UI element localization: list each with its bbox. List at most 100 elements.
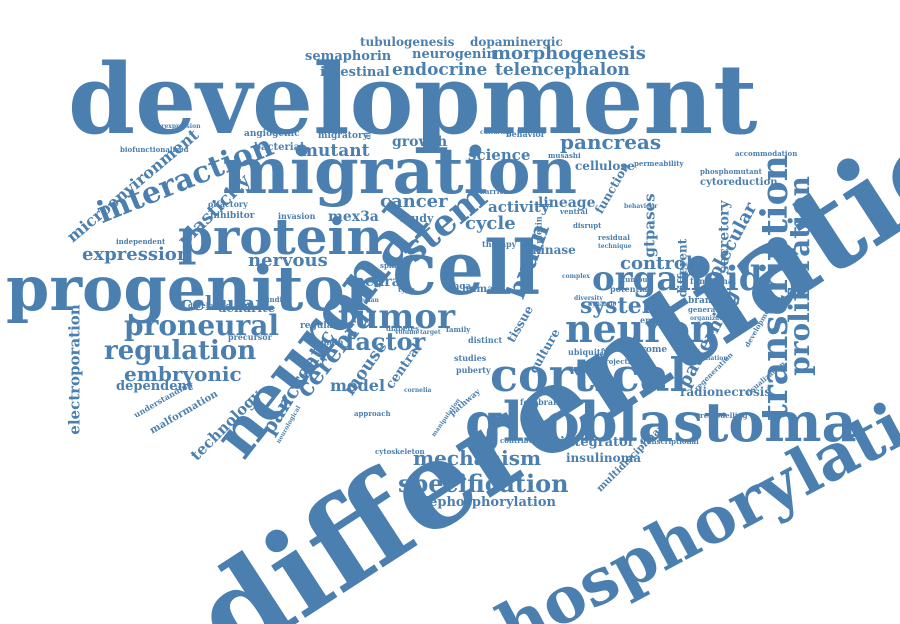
word-remodelling: remodelling xyxy=(700,411,748,420)
word-proliferation: proliferation xyxy=(782,176,816,376)
word-inhibitor: inhibitor xyxy=(210,211,255,221)
word-cell: cell xyxy=(392,226,541,312)
word-behavior: behavior xyxy=(506,129,545,139)
word-morphogenesis: morphogenesis xyxy=(492,43,646,64)
word-branching: branching xyxy=(688,296,740,306)
word-science: science xyxy=(468,146,531,164)
word-biofunctionalised: biofunctionalised xyxy=(120,145,189,154)
word-approach: approach xyxy=(354,409,391,418)
word-bacterial: bacterial xyxy=(254,142,304,153)
word-functional: functional xyxy=(690,276,737,286)
word-regulate: regulate xyxy=(300,321,343,331)
word-telencephalon: telencephalon xyxy=(495,60,630,80)
word-mex3a: mex3a xyxy=(328,209,379,225)
word-volume: volume xyxy=(395,329,420,336)
word-proneural: proneural xyxy=(124,309,280,342)
word-embryonic: embryonic xyxy=(124,362,242,386)
word-migratory: migratory xyxy=(318,131,368,141)
word-domain: domain xyxy=(310,337,344,347)
word-different: different xyxy=(675,238,690,298)
word-residual: residual xyxy=(598,233,630,242)
word-technique: technique xyxy=(598,243,632,250)
word-binding: binding xyxy=(262,295,293,304)
word-dependent: dependent xyxy=(116,379,193,394)
word-control: control xyxy=(620,253,693,274)
word-barrier: barrier xyxy=(480,187,508,196)
word-developing: developing xyxy=(188,301,231,310)
word-invasion: invasion xyxy=(278,211,316,221)
word-cellulose: cellulose xyxy=(575,159,635,173)
word-cancer: cancer xyxy=(380,191,448,212)
word-growth: growth xyxy=(392,134,448,150)
word-tumour: tumour xyxy=(622,275,652,284)
word-plexin: plexin xyxy=(533,216,544,244)
word-mechanism: mechanism xyxy=(413,446,542,470)
word-complex: complex xyxy=(562,273,590,280)
word-dimensional: dimensional xyxy=(363,91,373,140)
word-independent: independent xyxy=(116,237,166,246)
word-ubiquitin: ubiquitin xyxy=(568,347,610,357)
word-neuron: neuron xyxy=(565,306,718,351)
word-pancreas: pancreas xyxy=(560,130,662,154)
word-dynamic: dynamic xyxy=(588,301,617,308)
word-integrator: integrator xyxy=(560,435,635,450)
word-development: development xyxy=(68,43,758,156)
word-therapy: therapy xyxy=(482,239,517,249)
word-cytoreduction: cytoreduction xyxy=(700,177,778,188)
word-rhoa: rhoa xyxy=(448,282,472,292)
word-electroporation: electroporation xyxy=(65,304,84,435)
word-behaviour: behaviour xyxy=(624,203,658,210)
word-cellular: cellular xyxy=(180,291,266,315)
word-type: type xyxy=(398,285,415,294)
word-progenitor: progenitor xyxy=(6,252,378,325)
word-model: model xyxy=(330,376,386,395)
word-organoid: organoid xyxy=(592,259,763,299)
word-human: human xyxy=(462,284,501,295)
word-generation: generation xyxy=(688,305,731,314)
word-semaphorin: semaphorin xyxy=(305,49,392,64)
word-dopaminergic: dopaminergic xyxy=(470,35,563,49)
word-migration: migration xyxy=(222,134,578,209)
word-radionecrosis: radionecrosis xyxy=(680,385,772,399)
word-projection: projection xyxy=(600,357,641,366)
word-contribution: contribution xyxy=(500,436,550,445)
word-musashi: musashi xyxy=(548,151,581,160)
word-expression: expression xyxy=(82,244,190,265)
word-regulation: regulation xyxy=(104,336,257,366)
word-insulinoma: insulinoma xyxy=(566,451,642,465)
word-study: study xyxy=(400,212,434,225)
word-kinase: kinase xyxy=(532,243,576,257)
word-permeability: permeability xyxy=(634,159,684,168)
word-ventral: ventral xyxy=(560,207,588,216)
word-family: family xyxy=(446,325,471,334)
word-cortical: cortical xyxy=(490,348,687,402)
word-endocrine: endocrine xyxy=(392,60,488,80)
word-transcriptional: transcriptional xyxy=(640,437,699,446)
word-protein: protein xyxy=(178,207,383,266)
word-disrupt: disrupt xyxy=(573,221,602,230)
word-dephosphorylation: dephosphorylation xyxy=(420,495,556,510)
word-glioblastoma: glioblastoma xyxy=(465,390,857,454)
word-spine: spine xyxy=(380,261,402,270)
word-dendrite: dendrite xyxy=(218,301,276,315)
word-neural: neural xyxy=(355,274,407,290)
word-culturing: culturing xyxy=(480,129,512,136)
word-angiogenic: angiogenic xyxy=(244,129,300,139)
word-lineage: lineage xyxy=(538,195,596,211)
word-precursor: precursor xyxy=(228,332,272,342)
word-organization: organization xyxy=(690,315,733,322)
word-overexpression: overexpression xyxy=(150,123,201,130)
word-diversity: diversity xyxy=(574,295,603,302)
word-median: median xyxy=(354,297,379,304)
word-phosphomutant: phosphomutant xyxy=(700,167,762,176)
word-secretory: secretory xyxy=(716,200,733,274)
word-cycle: cycle xyxy=(465,213,516,234)
word-neurogenin: neurogenin xyxy=(412,47,496,62)
word-syndrome: syndrome xyxy=(618,345,668,355)
word-mutant: mutant xyxy=(300,141,370,161)
word-accommodation: accommodation xyxy=(735,149,798,158)
word-cornelia: cornelia xyxy=(404,387,432,394)
word-distinct: distinct xyxy=(468,335,503,345)
word-diabetes: diabetes xyxy=(386,324,420,333)
